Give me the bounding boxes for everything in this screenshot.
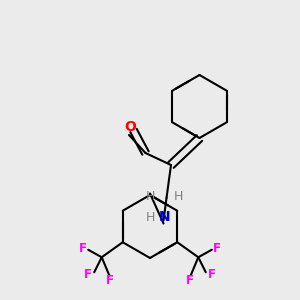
- Text: F: F: [213, 242, 221, 255]
- Text: F: F: [186, 274, 194, 287]
- Text: N: N: [159, 211, 171, 224]
- Text: F: F: [84, 268, 92, 281]
- Text: H: H: [174, 190, 183, 203]
- Text: F: F: [79, 242, 87, 255]
- Text: H: H: [145, 211, 155, 224]
- Text: F: F: [208, 268, 216, 281]
- Text: H: H: [145, 190, 155, 203]
- Text: O: O: [124, 120, 136, 134]
- Text: F: F: [106, 274, 114, 287]
